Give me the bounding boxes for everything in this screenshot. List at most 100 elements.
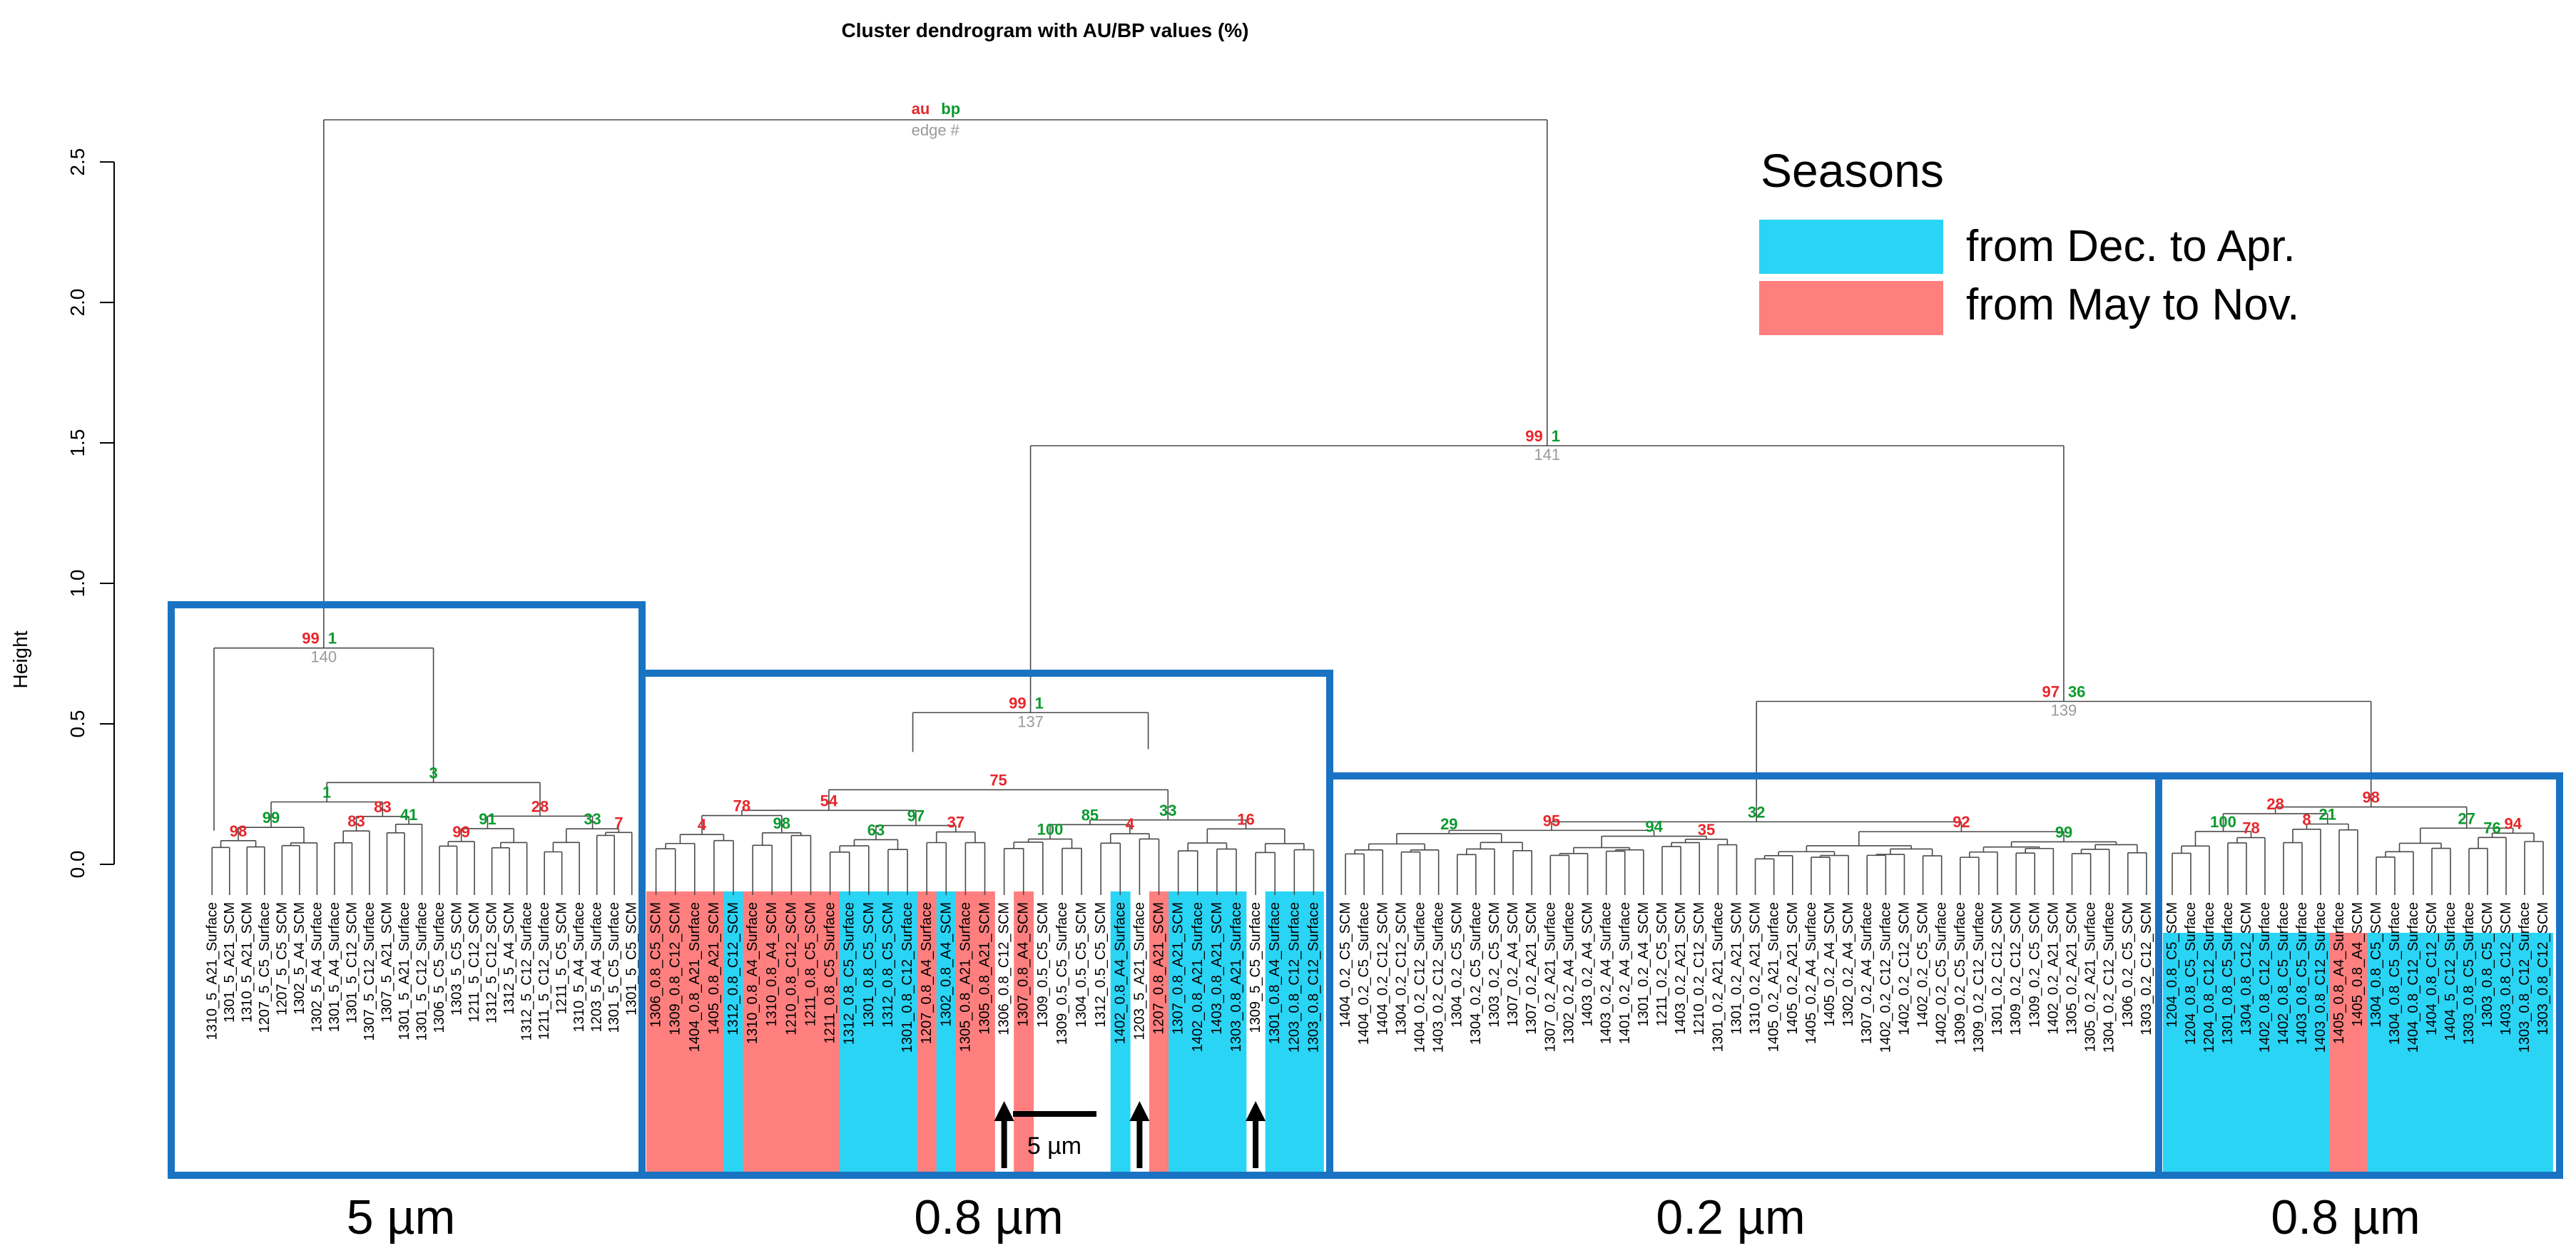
leaf-label: 1301_0.8_C5_SCM [861,902,877,1028]
leaf-label: 1304_0.2_C5_Surface [1468,902,1484,1045]
group-caption-5um: 5 µm [347,1190,456,1244]
leaf-label: 1305_0.2_A21_SCM [2064,902,2079,1035]
leaf-label: 1210_0.8_C12_SCM [783,902,799,1035]
season-bar [974,891,995,1174]
leaf-label: 1211_5_C5_SCM [554,902,570,1015]
leaf-label: 1207_0.8_A21_SCM [1151,902,1167,1035]
leaf-label: 1404_5_C12_Surface [2443,902,2458,1041]
legend-title: Seasons [1761,144,1944,197]
season-bar [1110,891,1131,1174]
season-bar [743,891,763,1174]
leaf-label: 1402_0.8_A21_Surface [1190,902,1206,1052]
leaf-label: 1402_0.2_C5_SCM [1915,902,1931,1028]
node-value: 33 [584,810,601,828]
season-bar [2219,933,2238,1174]
node-value: 1 [322,784,331,802]
leaf-label: 1312_5_C12_SCM [484,902,500,1023]
leaf-label: 1405_0.8_A4_Surface [2331,902,2347,1044]
season-bar [1226,891,1247,1174]
node-value: 41 [400,806,417,824]
season-bar [1014,891,1034,1174]
season-bar [666,891,686,1174]
leaf-label: 1203_5_A21_Surface [1131,902,1147,1040]
leaf-label: 1404_0.2_C5_SCM [1338,902,1353,1028]
leaf-label: 1301_0.8_A4_Surface [1267,902,1283,1044]
chart-title: Cluster dendrogram with AU/BP values (%) [842,19,1249,41]
season-bar [2348,933,2368,1174]
season-bar [897,891,918,1174]
node-value: 8 [2302,811,2311,829]
node-annotations: 98 99 83 41 83 1 99 91 7 33 28 3 4 98 78 63 37 97 54 100 4 85… [230,100,2522,841]
season-bar [840,891,860,1174]
leaf-label: 1302_5_A4_SCM [292,902,307,1015]
leaf-label: 1401_0.2_A4_Surface [1617,902,1633,1044]
season-bar [2200,933,2219,1174]
leaf-label: 1402_0.2_C12_SCM [1896,902,1912,1035]
leaf-label: 1405_0.2_A4_SCM [1822,902,1838,1027]
leaf-label: 1301_0.2_C12_SCM [1990,902,2005,1035]
group-caption-02um: 0.2 µm [1656,1190,1805,1244]
scale-bar-label: 5 µm [1027,1132,1081,1160]
leaf-label: 1307_0.2_A4_SCM [1505,902,1521,1027]
bp-value: 1 [1035,694,1044,712]
leaf-label: 1306_0.2_C5_SCM [2120,902,2136,1028]
leaf-label: 1305_0.2_A21_Surface [2083,902,2099,1052]
edge-number: 140 [310,648,337,666]
leaf-label: 1307_0.8_A4_SCM [1016,902,1032,1027]
leaf-label: 1207_5_C5_SCM [274,902,290,1016]
node-value: 78 [2242,819,2259,837]
leaf-label: 1301_5_C5_SCM [624,902,640,1016]
leaf-label: 1402_0.2_A21_SCM [2045,902,2061,1035]
season-bar [800,891,821,1174]
leaf-label: 1310_0.8_A4_Surface [745,902,760,1044]
leaf-label: 1404_0.2_C12_SCM [1375,902,1390,1035]
node-value: 99 [2055,823,2072,841]
season-bar [820,891,840,1174]
node-value: 16 [1237,810,1254,828]
leaf-label: 1307_5_C12_Surface [362,902,377,1041]
leaf-label: 1405_0.8_A21_SCM [706,902,722,1035]
leaf-label: 1307_0.8_A21_SCM [1171,902,1186,1035]
leaf-label: 1306_0.8_C5_SCM [648,902,664,1028]
season-bar [1284,891,1305,1174]
leaf-label: 1303_0.8_A21_Surface [1228,902,1244,1052]
season-bar [2478,933,2498,1174]
leaf-label: 1303_0.8_C5_SCM [2480,902,2495,1028]
season-bar [2515,933,2535,1174]
y-ticks: 0.0 0.5 1.0 1.5 2.0 2.5 [66,148,114,878]
leaf-label: 1303_0.8_C5_Surface [2461,902,2477,1045]
leaf-label: 1204_0.8_C5_Surface [2183,902,2199,1045]
node-value: 28 [2266,795,2284,813]
node-value: 91 [479,810,496,828]
leaf-label: 1301_0.2_A21_Surface [1710,902,1726,1052]
leaf-label: 1211_5_C12_SCM [467,902,482,1023]
group-boxes [168,601,2563,1179]
leaf-label: 1301_0.2_A4_SCM [1636,902,1651,1027]
leaf-label: 1306_5_C5_Surface [432,902,447,1033]
season-bar [2534,933,2553,1174]
leaf-label: 1312_0.5_C5_SCM [1093,902,1109,1028]
season-bar [936,891,957,1174]
season-bar [1169,891,1188,1174]
leaf-label: 1304_0.8_C5_Surface [2387,902,2403,1045]
node-value: 29 [1440,815,1457,833]
leaf-label: 1402_0.2_C5_Surface [1934,902,1950,1045]
node-value: 3 [429,764,437,782]
node-value: 32 [1748,803,1765,821]
leaf-label: 1301_5_A21_SCM [222,902,238,1023]
group-caption-08um-a: 0.8 µm [914,1190,1063,1244]
season-bar [859,891,880,1174]
node-value: 7 [614,814,623,832]
node-value: 98 [2362,789,2379,807]
leaf-label: 1211_5_C12_Surface [536,902,552,1040]
leaf-label: 1303_0.2_C12_SCM [2139,902,2154,1035]
leaf-label: 1304_0.2_C12_SCM [1393,902,1409,1035]
leaf-label: 1211_0.2_C5_SCM [1654,902,1670,1026]
leaf-label: 1310_5_A21_SCM [239,902,255,1023]
leaf-label: 1303_5_C5_SCM [449,902,465,1016]
legend-label-may-nov: from May to Nov. [1966,280,2299,329]
key-au: au [912,100,930,118]
leaf-label: 1404_0.8_C12_SCM [2424,902,2440,1035]
season-bar [2293,933,2312,1174]
leaf-label: 1404_0.2_C12_Surface [1412,902,1428,1053]
